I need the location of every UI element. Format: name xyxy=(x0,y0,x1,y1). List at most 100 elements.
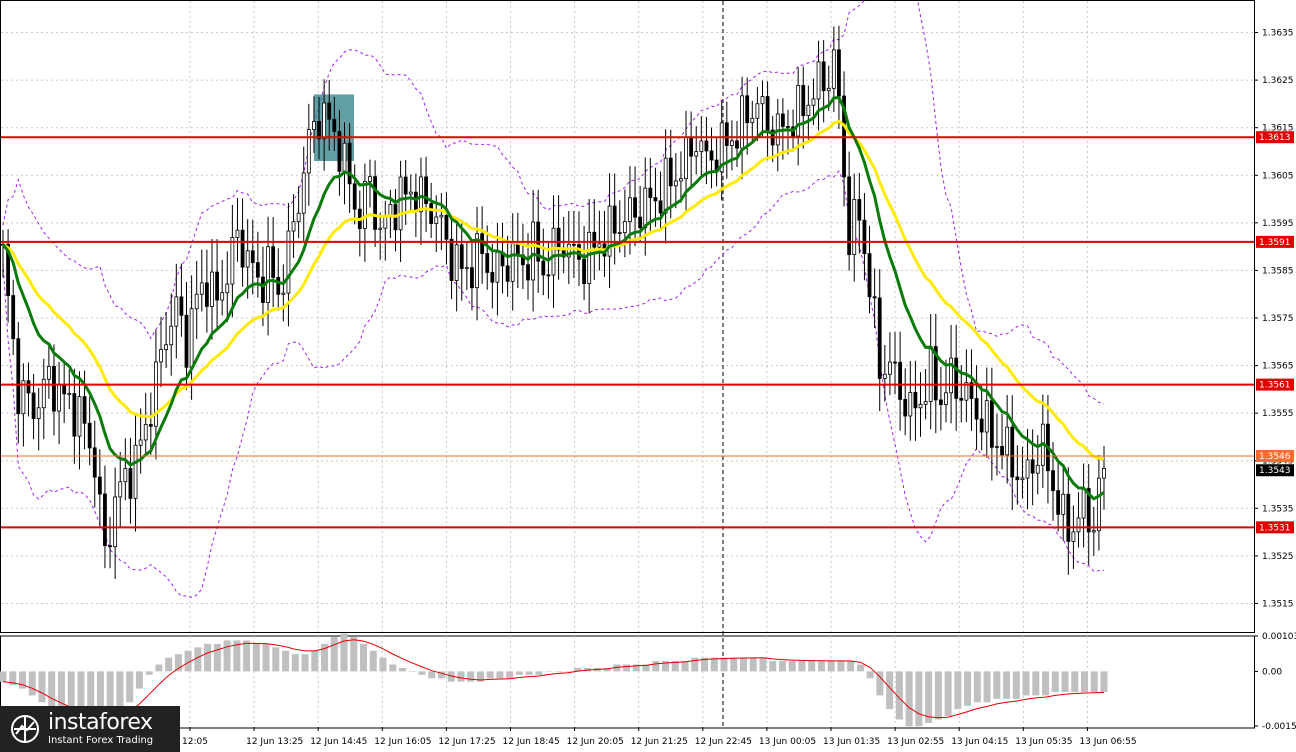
macd-histogram-bar xyxy=(749,657,757,672)
candle-body xyxy=(765,96,770,131)
candle-body xyxy=(286,230,291,294)
macd-histogram-bar xyxy=(778,661,786,672)
candle-body xyxy=(373,176,377,230)
macd-histogram-bar xyxy=(710,657,718,672)
macd-histogram-bar xyxy=(856,664,864,672)
y-axis-tick-label: 1.3515 xyxy=(1262,599,1294,609)
candle-body xyxy=(847,176,852,255)
y-axis-tick-label: 1.3555 xyxy=(1262,409,1294,419)
candle-body xyxy=(210,271,214,307)
price-level-tag-label: 1.3531 xyxy=(1259,523,1291,533)
macd-histogram-bar xyxy=(1012,671,1020,699)
candle-body xyxy=(699,140,704,153)
x-axis-tick-label: 12 Jun 18:45 xyxy=(503,737,560,747)
candle-body xyxy=(495,251,500,283)
candle-body xyxy=(566,243,571,258)
candle-body xyxy=(786,126,790,128)
candle-body xyxy=(194,293,199,310)
candle-body xyxy=(21,380,26,415)
candle-body xyxy=(189,308,194,368)
candle-body xyxy=(663,157,668,214)
price-level-tag xyxy=(1256,378,1294,391)
x-axis-tick-label: 12 Jun 22:45 xyxy=(695,737,752,747)
candle-body xyxy=(989,400,994,448)
macd-histogram-bar xyxy=(496,671,504,679)
macd-axis-tick-label: 0.00103 xyxy=(1262,632,1296,642)
macd-histogram-bar xyxy=(827,661,835,672)
macd-histogram-bar xyxy=(525,671,533,675)
candle-body xyxy=(582,258,586,284)
y-axis-tick-label: 1.3535 xyxy=(1262,504,1294,514)
candle-body xyxy=(750,117,755,124)
macd-histogram-bar xyxy=(457,671,465,682)
candle-body xyxy=(617,232,622,235)
candle-body xyxy=(587,231,592,284)
macd-histogram-bar xyxy=(817,661,825,672)
macd-histogram-bar xyxy=(87,671,95,723)
candle-body xyxy=(26,380,31,394)
candle-body xyxy=(515,243,520,256)
candle-body xyxy=(306,129,311,174)
candle-body xyxy=(439,214,444,218)
macd-histogram-bar xyxy=(145,671,153,675)
candle-body xyxy=(41,378,46,409)
macd-histogram-bar xyxy=(886,671,894,710)
macd-histogram-bar xyxy=(1032,671,1040,696)
candle-body xyxy=(638,216,643,229)
macd-histogram-bar xyxy=(476,671,484,682)
candle-body xyxy=(551,227,556,276)
candle-body xyxy=(837,49,841,97)
candle-body xyxy=(740,95,744,149)
candle-body xyxy=(378,227,383,230)
candle-body xyxy=(923,401,928,405)
candle-body xyxy=(444,214,449,240)
macd-histogram-bar xyxy=(1022,671,1030,696)
candle-body xyxy=(760,96,765,105)
macd-histogram-bar xyxy=(262,643,270,672)
candle-body xyxy=(1025,459,1030,479)
candle-body xyxy=(403,176,408,195)
macd-histogram-bar xyxy=(67,671,75,717)
candle-body xyxy=(780,113,785,127)
candle-body xyxy=(82,396,87,424)
candle-body xyxy=(154,361,158,427)
y-axis-tick-label: 1.3635 xyxy=(1262,29,1294,39)
candle-body xyxy=(592,231,597,248)
macd-histogram-bar xyxy=(905,671,913,727)
candle-body xyxy=(97,476,102,495)
x-axis-tick-label: 12 Jun 13:25 xyxy=(246,737,303,747)
candle-body xyxy=(719,122,724,173)
candle-body xyxy=(1035,464,1040,474)
macd-histogram-bar xyxy=(691,657,699,672)
candle-body xyxy=(475,233,479,289)
candle-body xyxy=(235,229,240,238)
candle-body xyxy=(57,384,61,412)
y-axis-tick-label: 1.3615 xyxy=(1262,124,1294,134)
macd-histogram-bar xyxy=(204,643,212,672)
candle-body xyxy=(271,246,276,278)
macd-histogram-bar xyxy=(0,671,7,682)
candle-body xyxy=(424,176,428,205)
candle-body xyxy=(291,221,296,232)
macd-histogram-bar xyxy=(116,671,124,713)
candle-body xyxy=(903,399,908,417)
macd-histogram-bar xyxy=(1051,671,1059,692)
macd-histogram-bar xyxy=(77,671,85,720)
macd-histogram-bar xyxy=(184,650,192,672)
candle-body xyxy=(347,142,352,185)
candle-body xyxy=(133,444,138,499)
candle-body xyxy=(755,103,760,119)
macd-histogram-bar xyxy=(38,671,46,703)
candle-body xyxy=(679,178,683,182)
macd-histogram-bar xyxy=(408,671,416,672)
candle-body xyxy=(11,295,16,340)
candle-body xyxy=(867,253,872,298)
x-axis-tick-label: 12 Jun 16:05 xyxy=(374,737,431,747)
macd-histogram-bar xyxy=(574,667,582,672)
macd-histogram-bar xyxy=(48,671,56,710)
candle-body xyxy=(261,276,265,303)
macd-histogram-bar xyxy=(57,671,65,713)
candle-body xyxy=(831,49,836,89)
candle-body xyxy=(368,176,372,182)
